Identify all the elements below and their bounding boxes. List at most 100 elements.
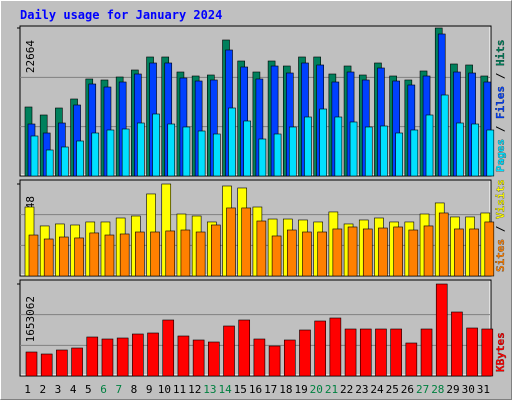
bar — [162, 319, 175, 377]
x-tick-label: 23 — [355, 383, 368, 396]
x-tick-label: 5 — [85, 383, 92, 396]
bar — [91, 132, 100, 177]
legend-entry: Sites — [494, 239, 507, 272]
bar — [106, 129, 115, 177]
bar — [288, 126, 297, 177]
bar — [74, 237, 84, 277]
bar — [213, 133, 221, 177]
bar — [410, 129, 419, 177]
bar — [167, 123, 176, 177]
bar — [268, 345, 281, 377]
x-tick-label: 17 — [264, 383, 277, 396]
x-tick-label: 2 — [39, 383, 46, 396]
x-tick-label: 20 — [310, 383, 323, 396]
bar — [86, 336, 99, 377]
bar — [299, 329, 311, 377]
x-tick-label: 22 — [340, 383, 353, 396]
bar — [150, 231, 160, 277]
bar — [147, 332, 159, 377]
legend: Sites / Visits — [494, 179, 507, 272]
bar — [425, 114, 434, 177]
bar — [486, 129, 495, 177]
bar — [56, 349, 68, 377]
bar — [61, 146, 69, 177]
bar — [192, 339, 205, 377]
bar — [76, 140, 84, 177]
x-tick-label: 19 — [294, 383, 307, 396]
legend-entry: KBytes — [494, 332, 507, 372]
bar — [208, 341, 220, 377]
bar — [420, 328, 433, 377]
x-tick-label: 27 — [416, 383, 429, 396]
bar — [319, 108, 327, 177]
bar — [440, 94, 449, 177]
bar — [317, 231, 327, 277]
bar — [228, 107, 236, 177]
y-tick-label: 1653062 — [24, 296, 37, 342]
bar — [40, 353, 53, 377]
bar — [283, 339, 296, 377]
bar — [25, 351, 38, 377]
x-tick-label: 12 — [188, 383, 201, 396]
bar — [359, 328, 372, 377]
bar — [223, 325, 235, 377]
bar — [121, 128, 130, 177]
x-tick-label: 31 — [477, 383, 490, 396]
bar — [484, 221, 495, 277]
x-tick-label: 26 — [401, 383, 414, 396]
legend: KBytes — [494, 332, 507, 372]
x-tick-label: 25 — [386, 383, 399, 396]
bar — [454, 228, 464, 277]
legend-entry: Files — [494, 86, 507, 119]
legend-entry: Pages — [494, 139, 507, 172]
bar — [423, 225, 434, 277]
bar — [152, 113, 160, 177]
x-tick-label: 18 — [279, 383, 292, 396]
bar — [302, 231, 312, 277]
bar — [469, 228, 479, 277]
y-tick-label: 22664 — [24, 40, 37, 73]
x-tick-label: 30 — [462, 383, 475, 396]
x-tick-label: 7 — [115, 383, 122, 396]
x-tick-label: 4 — [70, 383, 77, 396]
bar — [347, 226, 358, 277]
legend-entry: Hits — [494, 40, 507, 67]
bar — [253, 338, 266, 377]
bar — [119, 233, 130, 277]
bar — [135, 231, 145, 277]
bar — [344, 328, 357, 377]
x-tick-label: 9 — [146, 383, 153, 396]
x-tick-label: 8 — [131, 383, 138, 396]
bar — [304, 116, 312, 177]
bar — [241, 207, 252, 277]
bar — [408, 229, 419, 277]
bar — [329, 317, 342, 377]
bar — [104, 234, 115, 277]
bar — [177, 335, 190, 377]
legend-separator: / — [494, 219, 507, 239]
bar — [132, 333, 144, 377]
bar — [438, 212, 449, 277]
bar — [456, 122, 464, 177]
bar — [405, 342, 418, 377]
x-tick-label: 6 — [100, 383, 107, 396]
bar — [380, 125, 388, 177]
chart-title: Daily usage for January 2024 — [20, 8, 222, 22]
bar — [211, 224, 221, 277]
bar — [30, 135, 39, 177]
bar — [481, 328, 494, 377]
bar — [137, 122, 145, 177]
bar — [43, 238, 54, 277]
bar — [238, 319, 251, 377]
bar — [466, 327, 478, 377]
bar — [226, 207, 236, 277]
x-tick-label: 13 — [203, 383, 216, 396]
bar — [375, 328, 387, 377]
bar — [116, 337, 129, 377]
bar — [435, 283, 448, 377]
x-tick-label: 16 — [249, 383, 262, 396]
x-tick-label: 29 — [446, 383, 459, 396]
bar — [256, 220, 267, 277]
